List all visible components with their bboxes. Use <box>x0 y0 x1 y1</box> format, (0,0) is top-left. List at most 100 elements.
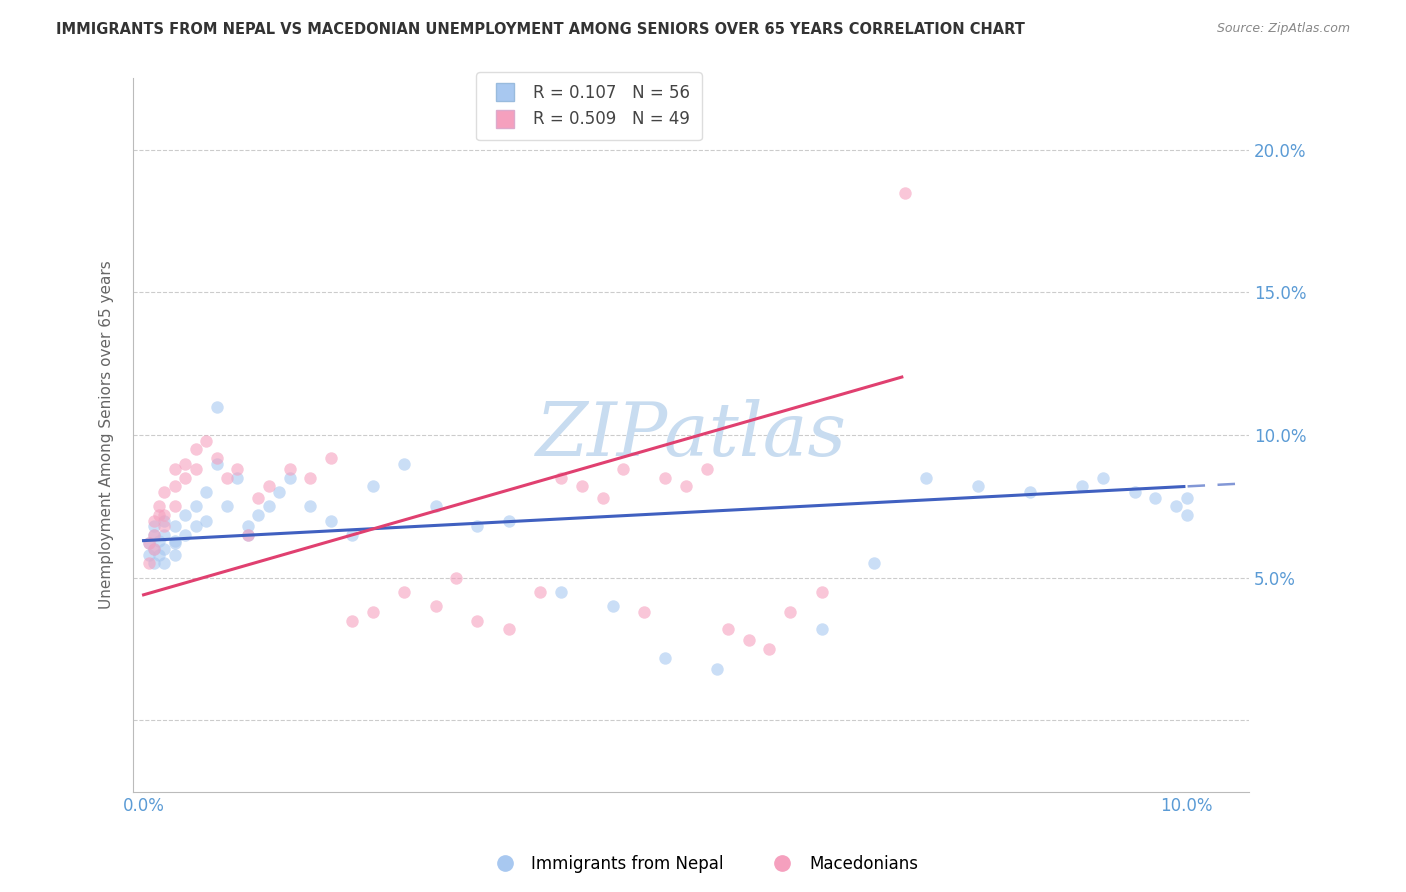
Point <box>143 519 166 533</box>
Point <box>215 471 238 485</box>
Point <box>1166 500 1188 514</box>
Point <box>143 542 166 557</box>
Point <box>1071 479 1094 493</box>
Y-axis label: Unemployment Among Seniors over 65 years: Unemployment Among Seniors over 65 years <box>100 260 114 609</box>
Point <box>467 519 489 533</box>
Point <box>592 491 614 505</box>
Point <box>779 605 801 619</box>
Point <box>163 548 186 562</box>
Point <box>205 450 228 465</box>
Point <box>696 462 718 476</box>
Point <box>299 471 322 485</box>
Point <box>163 536 186 550</box>
Point <box>148 533 170 548</box>
Point <box>215 500 238 514</box>
Point <box>143 528 166 542</box>
Point <box>153 557 176 571</box>
Point <box>143 514 166 528</box>
Point <box>153 519 176 533</box>
Point <box>184 500 207 514</box>
Point <box>425 500 447 514</box>
Point <box>717 622 740 636</box>
Point <box>153 508 176 522</box>
Point <box>1144 491 1167 505</box>
Point <box>143 557 166 571</box>
Point <box>143 528 166 542</box>
Point <box>810 585 832 599</box>
Point <box>340 614 363 628</box>
Point <box>163 479 186 493</box>
Point <box>184 519 207 533</box>
Point <box>278 471 301 485</box>
Point <box>205 400 228 414</box>
Point <box>321 450 343 465</box>
Point <box>236 528 259 542</box>
Point <box>195 514 218 528</box>
Point <box>138 536 160 550</box>
Point <box>236 519 259 533</box>
Point <box>163 500 186 514</box>
Point <box>174 457 197 471</box>
Point <box>174 508 197 522</box>
Point <box>654 471 676 485</box>
Point <box>467 614 489 628</box>
Point <box>1123 485 1146 500</box>
Point <box>1019 485 1042 500</box>
Point <box>894 186 917 200</box>
Point <box>340 528 363 542</box>
Point <box>394 457 416 471</box>
Point <box>361 605 384 619</box>
Point <box>571 479 593 493</box>
Text: ZIPatlas: ZIPatlas <box>536 399 846 471</box>
Point <box>425 599 447 614</box>
Point <box>612 462 634 476</box>
Point <box>529 585 551 599</box>
Point <box>247 491 270 505</box>
Point <box>148 548 170 562</box>
Point <box>967 479 990 493</box>
Point <box>195 434 218 448</box>
Point <box>1175 508 1198 522</box>
Point <box>675 479 697 493</box>
Point <box>550 585 572 599</box>
Point <box>184 442 207 457</box>
Point <box>810 622 832 636</box>
Point <box>269 485 291 500</box>
Point <box>915 471 938 485</box>
Point <box>278 462 301 476</box>
Point <box>706 662 728 676</box>
Point <box>148 508 170 522</box>
Point <box>153 485 176 500</box>
Point <box>153 528 176 542</box>
Point <box>236 528 259 542</box>
Point <box>184 462 207 476</box>
Point <box>299 500 322 514</box>
Point <box>498 622 520 636</box>
Point <box>446 571 468 585</box>
Point <box>247 508 270 522</box>
Point <box>737 633 759 648</box>
Point <box>1092 471 1115 485</box>
Point <box>633 605 655 619</box>
Point <box>153 514 176 528</box>
Point <box>205 457 228 471</box>
Legend: R = 0.107   N = 56, R = 0.509   N = 49: R = 0.107 N = 56, R = 0.509 N = 49 <box>477 72 702 140</box>
Point <box>226 462 249 476</box>
Text: Source: ZipAtlas.com: Source: ZipAtlas.com <box>1216 22 1350 36</box>
Point <box>1175 491 1198 505</box>
Legend: Immigrants from Nepal, Macedonians: Immigrants from Nepal, Macedonians <box>481 848 925 880</box>
Point <box>138 557 160 571</box>
Point <box>862 557 884 571</box>
Point <box>361 479 384 493</box>
Point <box>257 500 280 514</box>
Point <box>758 642 780 657</box>
Text: IMMIGRANTS FROM NEPAL VS MACEDONIAN UNEMPLOYMENT AMONG SENIORS OVER 65 YEARS COR: IMMIGRANTS FROM NEPAL VS MACEDONIAN UNEM… <box>56 22 1025 37</box>
Point <box>602 599 624 614</box>
Point <box>498 514 520 528</box>
Point <box>138 548 160 562</box>
Point <box>163 519 186 533</box>
Point <box>195 485 218 500</box>
Point <box>138 536 160 550</box>
Point <box>321 514 343 528</box>
Point <box>654 650 676 665</box>
